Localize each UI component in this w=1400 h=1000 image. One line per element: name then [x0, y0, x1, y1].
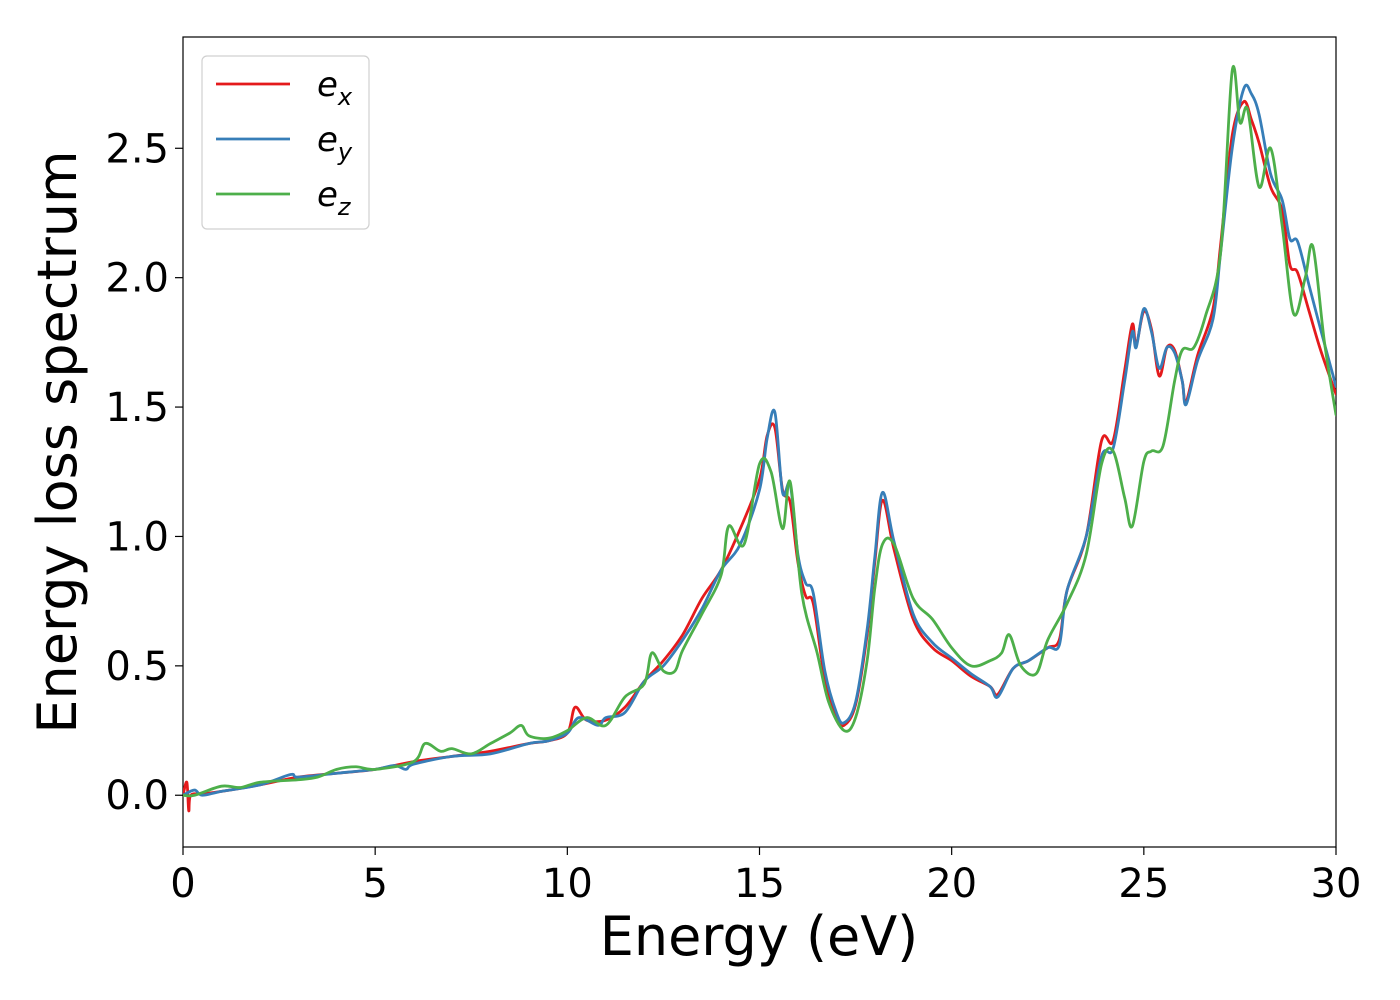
legend-frame — [201, 55, 370, 230]
x-tick-label: 25 — [1118, 861, 1169, 907]
x-axis-ticks: 0 5 10 15 20 25 30 — [170, 847, 1361, 907]
y-tick-label: 0.0 — [105, 773, 169, 819]
y-tick-label: 1.0 — [105, 514, 169, 560]
y-tick-label: 2.5 — [105, 126, 169, 172]
x-tick-label: 15 — [734, 861, 785, 907]
series-line-e-y — [183, 83, 1336, 797]
y-axis-ticks: 0.0 0.5 1.0 1.5 2.0 2.5 — [105, 126, 183, 819]
x-tick-label: 0 — [170, 861, 195, 907]
y-tick-label: 1.5 — [105, 385, 169, 431]
x-tick-label: 10 — [542, 861, 593, 907]
series-layer — [183, 65, 1336, 813]
x-tick-label: 20 — [926, 861, 977, 907]
y-axis-label: Energy loss spectrum — [26, 150, 89, 733]
x-tick-label: 5 — [362, 861, 387, 907]
series-line-e-z — [183, 65, 1336, 798]
y-tick-label: 0.5 — [105, 644, 169, 690]
x-axis-label: Energy (eV) — [600, 905, 919, 968]
x-tick-label: 30 — [1311, 861, 1362, 907]
y-tick-label: 2.0 — [105, 256, 169, 302]
